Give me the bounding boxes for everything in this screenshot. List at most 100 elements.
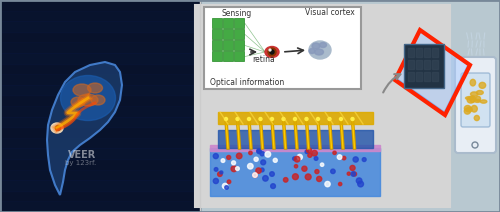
Ellipse shape (351, 172, 356, 176)
Bar (0, 117, 200, 127)
Ellipse shape (292, 157, 296, 160)
Bar (432, 48, 438, 57)
Ellipse shape (225, 186, 228, 189)
Ellipse shape (470, 92, 478, 96)
Ellipse shape (260, 152, 264, 156)
Bar (223, 51, 233, 61)
Ellipse shape (226, 155, 230, 159)
Ellipse shape (88, 83, 102, 93)
Ellipse shape (282, 117, 285, 120)
Bar (0, 106, 200, 117)
Ellipse shape (347, 172, 350, 175)
Bar (0, 95, 200, 106)
Ellipse shape (236, 167, 240, 170)
FancyBboxPatch shape (461, 73, 490, 127)
Ellipse shape (350, 165, 355, 170)
Ellipse shape (479, 82, 486, 88)
Ellipse shape (312, 43, 320, 49)
Ellipse shape (73, 84, 91, 96)
FancyBboxPatch shape (404, 44, 444, 88)
Bar (0, 42, 200, 53)
Bar (0, 32, 200, 42)
Bar (234, 18, 244, 28)
Ellipse shape (236, 117, 239, 120)
Ellipse shape (273, 158, 278, 162)
Ellipse shape (466, 107, 472, 112)
Ellipse shape (214, 167, 218, 171)
Ellipse shape (470, 79, 476, 86)
FancyBboxPatch shape (455, 57, 496, 153)
Ellipse shape (71, 97, 85, 107)
Ellipse shape (328, 117, 331, 120)
Ellipse shape (265, 46, 279, 57)
Ellipse shape (464, 108, 470, 114)
Bar (0, 201, 200, 212)
Bar (408, 60, 414, 69)
Ellipse shape (294, 117, 296, 120)
Ellipse shape (292, 174, 298, 180)
Bar (0, 11, 200, 21)
Bar (0, 64, 200, 74)
Ellipse shape (476, 96, 480, 101)
Ellipse shape (476, 91, 484, 95)
Bar (0, 85, 200, 95)
Bar (212, 29, 222, 39)
Ellipse shape (269, 49, 271, 51)
Ellipse shape (259, 117, 262, 120)
Bar (408, 72, 414, 81)
Bar (223, 29, 233, 39)
Ellipse shape (270, 184, 276, 188)
Ellipse shape (362, 158, 366, 162)
Bar (0, 148, 200, 159)
Ellipse shape (294, 156, 300, 162)
Ellipse shape (302, 166, 307, 171)
Bar (212, 51, 222, 61)
Ellipse shape (257, 149, 262, 154)
Ellipse shape (270, 50, 274, 54)
Bar (432, 60, 438, 69)
Bar (234, 29, 244, 39)
Ellipse shape (297, 154, 302, 160)
Ellipse shape (268, 48, 276, 56)
Ellipse shape (260, 160, 266, 165)
Bar (210, 145, 380, 151)
Ellipse shape (78, 94, 98, 106)
Ellipse shape (213, 153, 218, 159)
Ellipse shape (254, 157, 258, 161)
Ellipse shape (232, 161, 235, 165)
Ellipse shape (221, 159, 225, 162)
Bar (0, 0, 200, 11)
Bar (424, 60, 430, 69)
Ellipse shape (248, 151, 252, 155)
Ellipse shape (270, 117, 274, 120)
Ellipse shape (309, 41, 331, 59)
Ellipse shape (480, 100, 487, 103)
Ellipse shape (466, 96, 474, 100)
Ellipse shape (51, 123, 63, 133)
Ellipse shape (218, 172, 222, 176)
Ellipse shape (342, 156, 346, 160)
Ellipse shape (325, 181, 330, 187)
Bar (210, 148, 380, 196)
Ellipse shape (464, 106, 471, 111)
Bar (0, 159, 200, 170)
FancyBboxPatch shape (204, 7, 361, 89)
Ellipse shape (353, 157, 358, 162)
Bar (0, 74, 200, 85)
Ellipse shape (256, 168, 261, 173)
Bar (212, 18, 222, 28)
Bar (408, 48, 414, 57)
Bar (0, 21, 200, 32)
Text: Visual cortex: Visual cortex (305, 8, 355, 17)
Ellipse shape (320, 163, 324, 166)
Bar (424, 72, 430, 81)
Ellipse shape (262, 176, 268, 181)
Ellipse shape (222, 183, 228, 189)
Bar (223, 18, 233, 28)
Bar (424, 48, 430, 57)
Ellipse shape (284, 178, 288, 182)
Text: Optical information: Optical information (210, 78, 284, 87)
Ellipse shape (358, 181, 364, 187)
Ellipse shape (320, 42, 326, 47)
Text: retina: retina (252, 55, 276, 64)
